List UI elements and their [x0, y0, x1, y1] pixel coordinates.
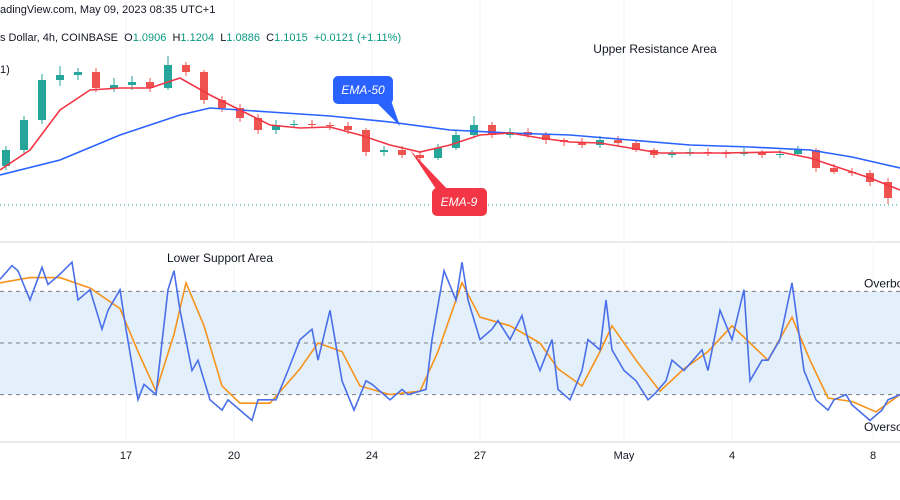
candle-body	[128, 82, 136, 85]
level-label: Oversold	[864, 420, 900, 434]
ohlc-label: L	[220, 32, 227, 44]
header-title: adingView.com, May 09, 2023 08:35 UTC+1	[0, 4, 216, 16]
candle-body	[290, 124, 298, 125]
candle-body	[362, 130, 370, 152]
callout-label: EMA-9	[441, 195, 478, 209]
candle-body	[20, 120, 28, 150]
series-line	[0, 77, 900, 191]
candle-body	[452, 135, 460, 148]
candle-body	[326, 125, 334, 126]
x-tick-label: 4	[729, 450, 735, 462]
callout-box	[432, 188, 487, 216]
candle-body	[272, 125, 280, 130]
candle-body	[92, 72, 100, 88]
ohlc-label: C	[266, 32, 275, 44]
candle-body	[542, 135, 550, 140]
symbol: s Dollar, 4h, COINBASE	[0, 32, 118, 44]
candle-body	[398, 150, 406, 155]
candle-body	[758, 152, 766, 155]
candle-body	[776, 154, 784, 155]
candle-body	[470, 125, 478, 135]
x-tick-label: 24	[366, 450, 378, 462]
candle-body	[308, 124, 316, 125]
candle-body	[380, 150, 388, 152]
x-tick-label: 8	[870, 450, 876, 462]
ohlc-value: 1.0886	[226, 32, 260, 44]
candle-body	[884, 182, 892, 198]
x-tick-label: 20	[228, 450, 240, 462]
candle-body	[182, 65, 190, 72]
x-tick-label: 27	[474, 450, 486, 462]
annotation: Upper Resistance Area	[593, 42, 717, 56]
candle-body	[632, 143, 640, 150]
x-tick-label: May	[614, 450, 635, 462]
candle-body	[56, 75, 64, 80]
callout-box	[333, 76, 393, 104]
header-line: s Dollar, 4h, COINBASE O1.0906 H1.1204 L…	[0, 32, 401, 44]
candle-body	[74, 72, 82, 75]
x-tick-label: 17	[120, 450, 132, 462]
ohlc-value: 1.0906	[132, 32, 167, 44]
candle-body	[38, 80, 46, 120]
callout-pointer	[410, 150, 450, 192]
candle-body	[236, 108, 244, 118]
ohlc-label: H	[172, 32, 181, 44]
candle-body	[578, 142, 586, 145]
callout-label: EMA-50	[341, 83, 385, 97]
change-percent: (+1.11%)	[356, 32, 402, 44]
candle-body	[146, 82, 154, 88]
series-line	[0, 260, 900, 422]
annotation: Lower Support Area	[167, 251, 273, 265]
candle-body	[200, 72, 208, 100]
candle-body	[614, 140, 622, 143]
series-line	[0, 276, 900, 413]
candle-body	[344, 126, 352, 130]
change: +0.0121	[313, 32, 354, 44]
candle-body	[668, 153, 676, 155]
candle-body	[164, 65, 172, 88]
level-label: Overbought	[864, 277, 900, 291]
candle-body	[110, 85, 118, 88]
candle-body	[830, 168, 838, 172]
candle-body	[416, 155, 424, 158]
candle-body	[488, 125, 496, 135]
candle-body	[434, 148, 442, 158]
candle-body	[218, 100, 226, 108]
ohlc-label: O	[124, 32, 133, 44]
candle-body	[794, 150, 802, 154]
ohlc-value: 1.1204	[180, 32, 215, 44]
ohlc-value: 1.1015	[274, 32, 308, 44]
indicator-label: 1)	[0, 64, 10, 76]
candle-body	[2, 150, 10, 166]
candle-body	[812, 150, 820, 168]
candle-body	[254, 118, 262, 130]
series-line	[0, 107, 900, 176]
